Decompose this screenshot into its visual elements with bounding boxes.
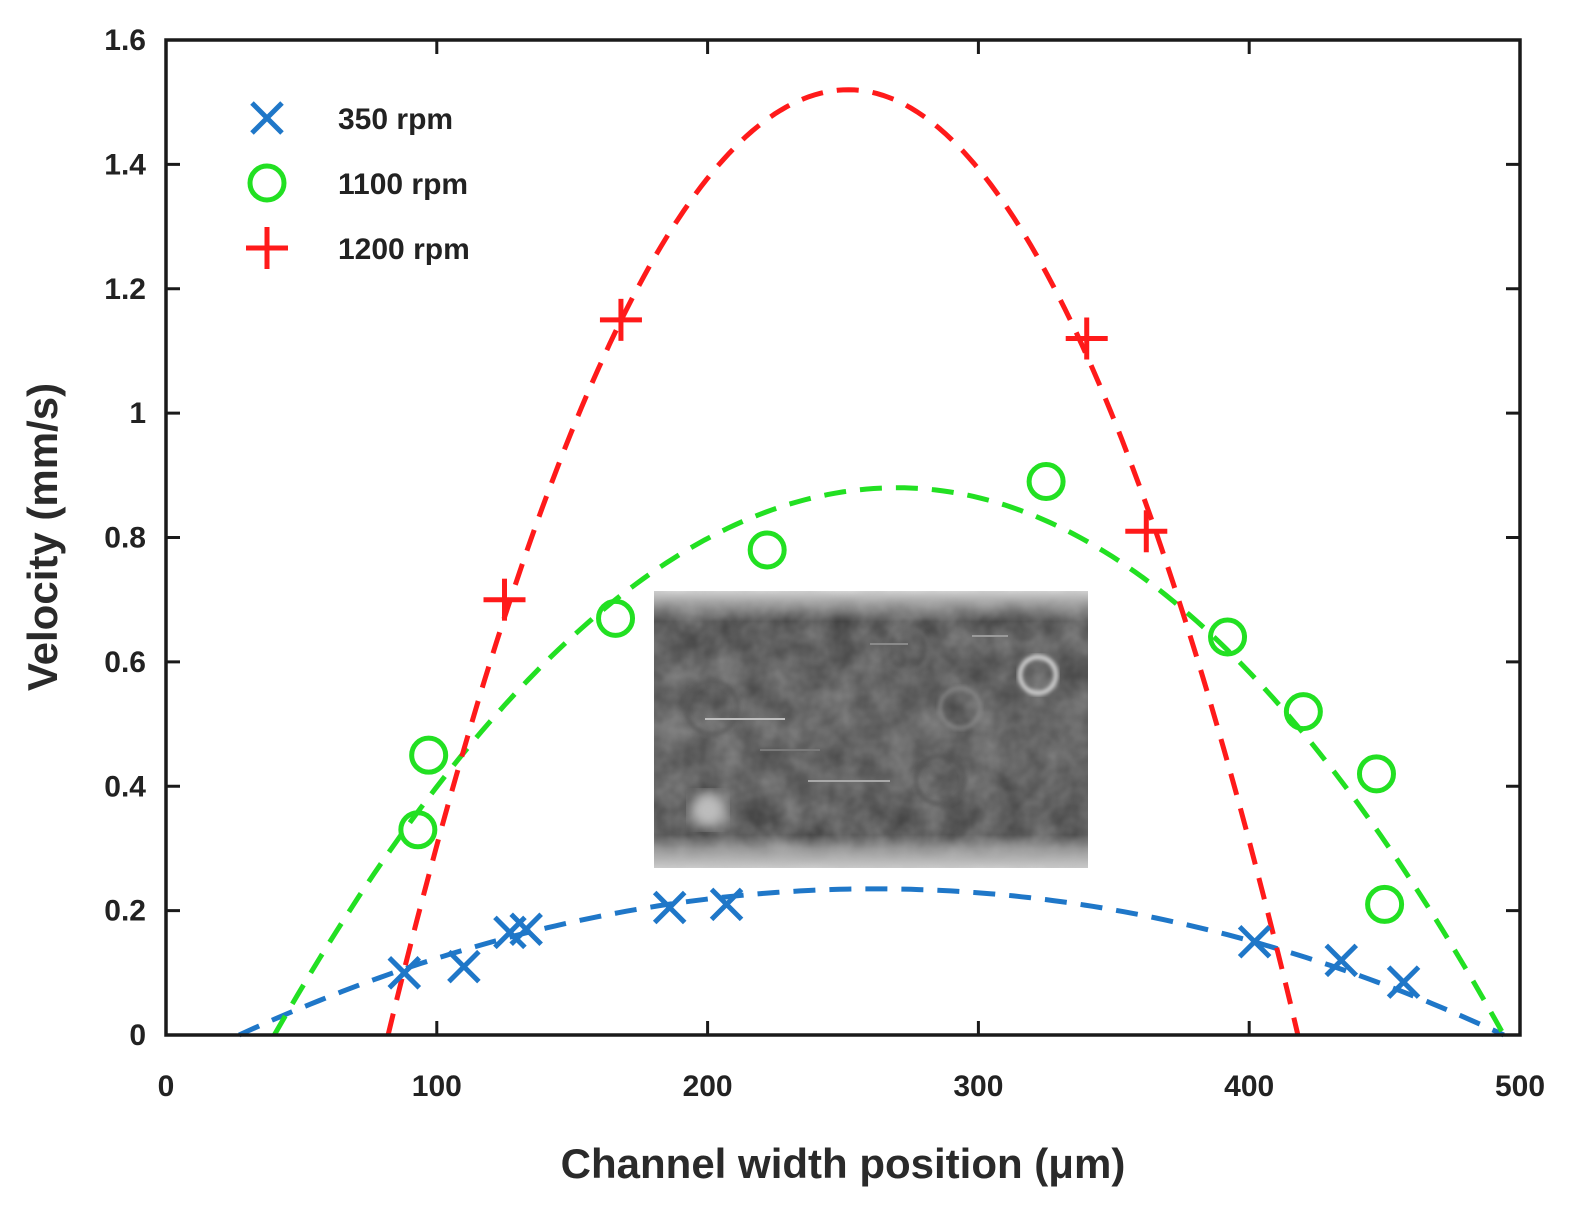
y-tick-label: 0.4 bbox=[104, 770, 146, 803]
inset-channel-image bbox=[654, 591, 1088, 868]
y-tick-label: 0.6 bbox=[104, 646, 146, 679]
x-tick-label: 0 bbox=[158, 1070, 175, 1103]
x-tick-label: 400 bbox=[1224, 1070, 1274, 1103]
fit-curve-1200-rpm bbox=[385, 87, 1301, 1036]
x-tick-label: 200 bbox=[683, 1070, 733, 1103]
data-point-350-rpm bbox=[1237, 924, 1272, 959]
data-point-1200-rpm bbox=[599, 298, 642, 341]
y-tick-label: 1.6 bbox=[104, 24, 146, 57]
data-point-1100-rpm bbox=[596, 598, 636, 638]
x-tick-label: 300 bbox=[953, 1070, 1003, 1103]
legend-label: 1100 rpm bbox=[338, 168, 468, 201]
data-point-1100-rpm bbox=[1283, 692, 1323, 732]
x-tick-label: 100 bbox=[412, 1070, 462, 1103]
data-point-1100-rpm bbox=[1365, 884, 1405, 924]
legend-marker-1100-rpm bbox=[247, 163, 287, 203]
legend: 350 rpm 1100 rpm 1200 rpm bbox=[246, 101, 470, 269]
data-point-1200-rpm bbox=[1125, 510, 1168, 553]
x-tick-label: 500 bbox=[1495, 1070, 1545, 1103]
data-point-1100-rpm bbox=[747, 530, 787, 570]
fit-curve-350-rpm bbox=[238, 886, 1505, 1038]
data-point-350-rpm bbox=[447, 949, 481, 984]
data-point-350-rpm bbox=[1324, 943, 1359, 978]
data-point-1100-rpm bbox=[398, 810, 438, 850]
y-tick-label: 0.8 bbox=[104, 522, 146, 555]
data-point-350-rpm bbox=[387, 956, 422, 990]
data-point-350-rpm bbox=[1386, 965, 1421, 999]
y-tick-label: 1.2 bbox=[104, 273, 146, 306]
y-tick-label: 1.4 bbox=[104, 148, 146, 181]
data-point-1100-rpm bbox=[1026, 462, 1066, 502]
data-point-1100-rpm bbox=[1356, 754, 1396, 794]
legend-marker-1200-rpm bbox=[246, 227, 288, 269]
y-tick-label: 1 bbox=[129, 397, 146, 430]
inset-texture bbox=[654, 591, 1088, 868]
data-point-350-rpm bbox=[652, 890, 687, 925]
data-point-1100-rpm bbox=[1208, 617, 1248, 657]
inset-particles bbox=[684, 626, 1058, 828]
data-point-350-rpm bbox=[709, 887, 744, 922]
legend-label: 350 rpm bbox=[338, 103, 453, 136]
y-tick-label: 0 bbox=[129, 1019, 146, 1052]
legend-label: 1200 rpm bbox=[338, 233, 470, 266]
data-point-350-rpm bbox=[509, 912, 543, 947]
legend-marker-350-rpm bbox=[250, 101, 284, 135]
y-axis-title: Velocity (mm/s) bbox=[19, 383, 66, 691]
data-point-1200-rpm bbox=[1065, 317, 1108, 360]
data-point-1100-rpm bbox=[409, 735, 449, 775]
data-point-1200-rpm bbox=[483, 578, 526, 621]
y-tick-label: 0.2 bbox=[104, 895, 146, 928]
x-axis-title: Channel width position (μm) bbox=[561, 1140, 1126, 1187]
